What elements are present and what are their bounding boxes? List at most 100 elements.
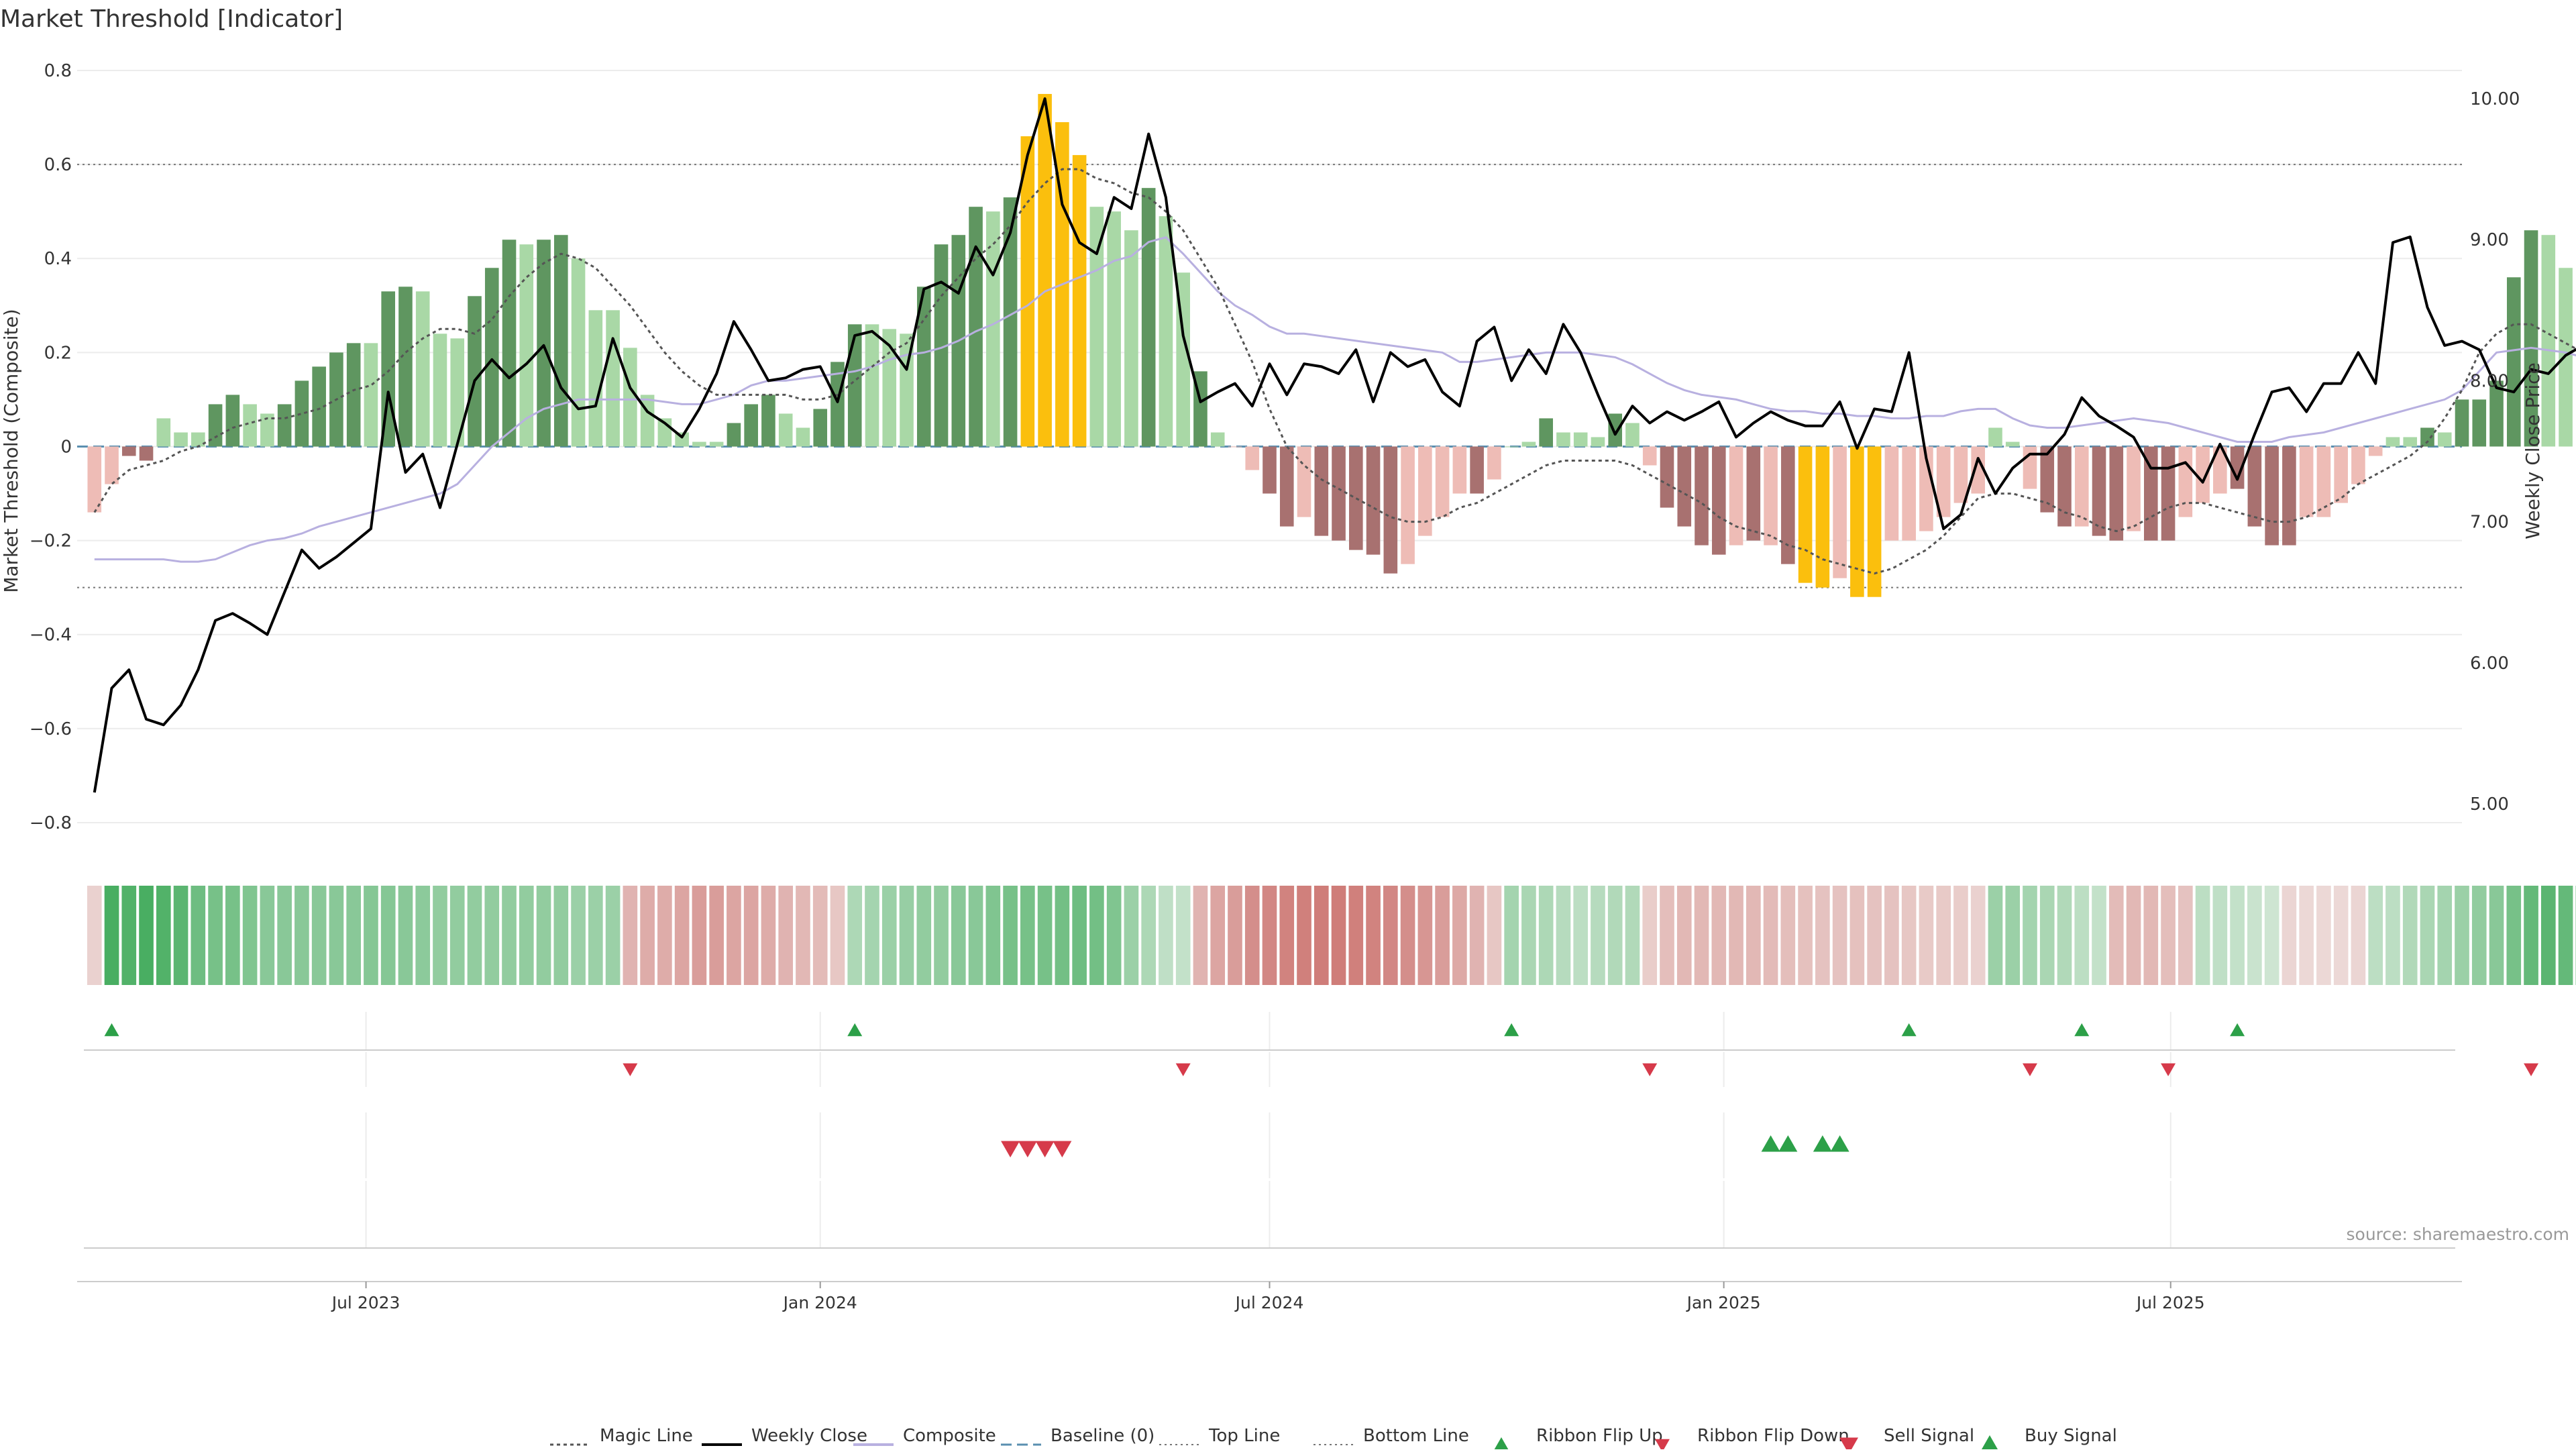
threshold-bar	[2455, 399, 2469, 446]
threshold-bar	[87, 446, 101, 512]
ribbon-cell	[2127, 886, 2141, 985]
threshold-bar	[2507, 277, 2521, 446]
threshold-bar	[1436, 446, 1450, 517]
ribbon-cell	[519, 886, 534, 985]
sell-signal-marker	[1053, 1141, 1071, 1158]
sell-signal-marker	[1001, 1141, 1020, 1158]
threshold-bar	[986, 211, 1000, 446]
ribbon-cell	[398, 886, 413, 985]
threshold-bar	[2109, 446, 2123, 540]
x-tick-label: Jul 2025	[2135, 1293, 2205, 1312]
ribbon-flip-up-marker	[105, 1023, 119, 1036]
ribbon-cell	[2334, 886, 2349, 985]
ribbon-cell	[588, 886, 603, 985]
ribbon-cell	[260, 886, 275, 985]
ribbon-cell	[2074, 886, 2089, 985]
threshold-bar	[969, 207, 983, 446]
ribbon-cell	[1746, 886, 1761, 985]
y-tick-left: 0.8	[44, 61, 72, 81]
ribbon-cell	[2282, 886, 2297, 985]
threshold-bar	[2161, 446, 2176, 540]
legend-item-ribbon-flip-up: Ribbon Flip Up	[1494, 1426, 1663, 1449]
threshold-bar	[1211, 432, 1225, 446]
threshold-bar	[1988, 427, 2002, 446]
threshold-bar	[1245, 446, 1259, 470]
ribbon-cell	[502, 886, 517, 985]
threshold-bar	[1833, 446, 1847, 578]
ribbon-cell	[450, 886, 465, 985]
threshold-bar	[1729, 446, 1743, 545]
ribbon-cell	[484, 886, 499, 985]
sell-signal-marker	[1018, 1141, 1037, 1158]
ribbon-cell	[225, 886, 240, 985]
ribbon-cell	[916, 886, 931, 985]
threshold-bar	[813, 409, 827, 446]
ribbon-cell	[813, 886, 828, 985]
ribbon-flip-up-marker	[2230, 1023, 2245, 1036]
threshold-bar	[1764, 446, 1778, 545]
ribbon-cell	[1971, 886, 1986, 985]
ribbon-cell	[1107, 886, 1122, 985]
threshold-bar	[2265, 446, 2279, 545]
threshold-bar	[2057, 446, 2072, 526]
ribbon-cell	[1314, 886, 1329, 985]
threshold-bar	[744, 404, 758, 446]
legend-marker	[1980, 1435, 1999, 1449]
ribbon-cell	[2403, 886, 2418, 985]
ribbon-cell	[2455, 886, 2469, 985]
ribbon-cell	[87, 886, 102, 985]
legend-label: Baseline (0)	[1051, 1426, 1155, 1446]
legend-item-bottom-line: Bottom Line	[1313, 1426, 1469, 1446]
threshold-bar	[140, 446, 154, 460]
threshold-bar	[1453, 446, 1467, 493]
ribbon-cell	[329, 886, 344, 985]
threshold-bar	[589, 310, 603, 446]
ribbon-cell	[1452, 886, 1467, 985]
threshold-bar	[606, 310, 620, 446]
legend-label: Top Line	[1208, 1426, 1280, 1446]
threshold-bar	[2334, 446, 2348, 503]
threshold-bar	[191, 432, 205, 446]
ribbon-cell	[1470, 886, 1485, 985]
ribbon-cell	[2040, 886, 2055, 985]
ribbon-cell	[346, 886, 361, 985]
threshold-bar	[848, 324, 862, 446]
ribbon-cell	[1366, 886, 1381, 985]
ribbon-cell	[1867, 886, 1882, 985]
legend-label: Composite	[903, 1426, 996, 1446]
ribbon-cell	[2351, 886, 2366, 985]
source-label: source: sharemaestro.com	[2347, 1225, 2570, 1244]
ribbon-cell	[1504, 886, 1519, 985]
ribbon-cell	[606, 886, 621, 985]
threshold-bar	[157, 418, 171, 446]
ribbon-cell	[2524, 886, 2538, 985]
ribbon-cell	[2265, 886, 2279, 985]
legend-label: Weekly Close	[751, 1426, 867, 1446]
legend-item-composite: Composite	[853, 1426, 996, 1446]
threshold-bar	[1314, 446, 1328, 535]
ribbon-flip-up-marker	[847, 1023, 862, 1036]
threshold-bar	[2438, 432, 2452, 446]
ribbon-cell	[1332, 886, 1346, 985]
ribbon-cell	[2178, 886, 2193, 985]
ribbon-cell	[969, 886, 983, 985]
x-tick-label: Jul 2024	[1234, 1293, 1304, 1312]
ribbon-flip-up-marker	[1504, 1023, 1519, 1036]
ribbon-cell	[1539, 886, 1554, 985]
threshold-bar	[1401, 446, 1415, 564]
ribbon-cell	[1176, 886, 1191, 985]
ribbon-cell	[1556, 886, 1571, 985]
ribbon-cell	[1936, 886, 1951, 985]
ribbon-cell	[865, 886, 879, 985]
ribbon-cell	[1141, 886, 1156, 985]
ribbon-flip-down-marker	[2524, 1064, 2538, 1076]
ribbon-cell	[571, 886, 586, 985]
threshold-bar	[779, 413, 793, 446]
threshold-bar	[1038, 94, 1052, 446]
threshold-bar	[1608, 413, 1622, 446]
ribbon-cell	[1902, 886, 1917, 985]
threshold-bar	[554, 235, 568, 446]
legend-marker	[1494, 1437, 1509, 1449]
ribbon-cell	[934, 886, 949, 985]
threshold-bar	[2006, 442, 2020, 446]
